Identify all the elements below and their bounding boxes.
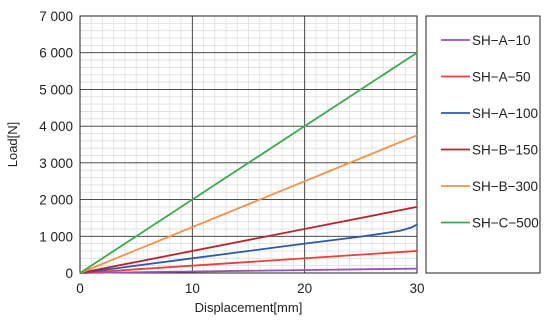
series-line-2	[79, 250, 418, 274]
y-tick-label: 6 000	[39, 46, 73, 61]
legend-label: SH−A−50	[472, 70, 531, 85]
series-line-6	[79, 51, 418, 274]
y-tick-label: 3 000	[39, 156, 73, 171]
legend-label: SH−A−100	[472, 106, 538, 121]
legend-label: SH−C−500	[472, 216, 539, 231]
tick-labels: 0 1 000 2 000 3 000 4 000 5 000 6 000 7 000 0 10 2…	[39, 9, 424, 296]
x-tick-label: 30	[409, 281, 424, 296]
y-tick-label: 2 000	[39, 193, 73, 208]
legend-label: SH−B−300	[472, 179, 538, 194]
x-tick-label: 10	[185, 281, 200, 296]
x-tick-label: 20	[297, 281, 312, 296]
y-tick-label: 5 000	[39, 82, 73, 97]
y-tick-label: 0	[65, 266, 73, 281]
legend-label: SH−A−10	[472, 33, 531, 48]
legend-label: SH−B−150	[472, 143, 538, 158]
plot-frame	[79, 15, 418, 274]
series-lines	[79, 51, 418, 274]
y-tick-label: 1 000	[39, 229, 73, 244]
y-tick-label: 4 000	[39, 119, 73, 134]
minor-grid	[80, 16, 417, 273]
series-line-5	[79, 134, 418, 274]
legend: SH−A−10 SH−A−50 SH−A−100 SH−B−150 SH−B−300 SH…	[425, 15, 541, 274]
y-axis-label: Load[N]	[5, 122, 20, 168]
x-tick-label: 0	[76, 281, 84, 296]
x-axis-label: Displacement[mm]	[195, 300, 303, 315]
series-line-3	[79, 223, 418, 274]
legend-box	[425, 15, 541, 274]
series-line-1	[79, 267, 418, 274]
y-tick-label: 7 000	[39, 9, 73, 24]
series-line-4	[79, 206, 418, 274]
